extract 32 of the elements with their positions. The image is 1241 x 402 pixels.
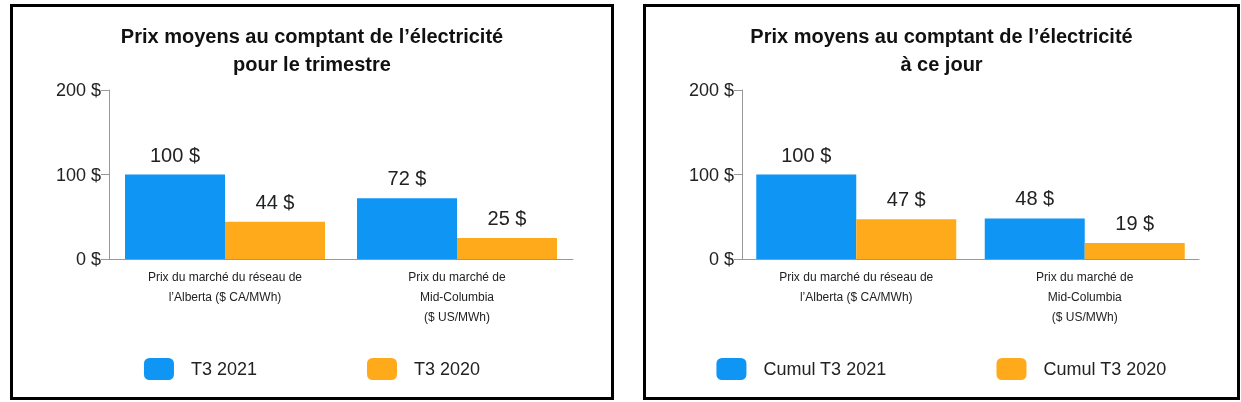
legend-label: T3 2021 [190,359,258,379]
y-tick-label: 0 $ [708,249,734,269]
bar [1084,242,1185,259]
y-tick-label: 100 $ [55,164,101,185]
legend-label: Cumul T3 2020 [1043,359,1167,379]
legend-label: T3 2020 [414,359,481,379]
data-label: 47 $ [886,188,926,211]
x-tick-label: Prix du marché du réseau de l’Alberta ($ CA/MWh) [779,270,934,304]
data-label: 48 $ [1015,187,1055,210]
y-tick-label: 0 $ [75,249,101,269]
bar [225,221,325,259]
y-tick-label: 200 $ [55,80,101,100]
bar [756,174,857,259]
legend-label: Cumul T3 2021 [763,359,887,379]
chart-title: Prix moyens au comptant de l’électricité à ce jour [750,25,1133,75]
chart-title: Prix moyens au comptant de l’électricité pour le trimestre [120,25,504,75]
data-label: 72 $ [387,167,427,190]
bar [357,198,457,259]
bar [457,237,557,259]
x-tick-label: Prix du marché de Mid-Columbia ($ US/MWh) [408,270,507,324]
y-tick-label: 200 $ [688,80,734,100]
bar [984,218,1085,259]
data-label: 44 $ [255,190,295,213]
x-tick-label: Prix du marché de Mid-Columbia ($ US/MWh) [1036,270,1134,324]
x-tick-label: Prix du marché du réseau de l’Alberta ($ CA/MWh) [147,270,303,304]
y-tick-label: 100 $ [688,164,734,185]
bar [856,219,957,259]
bar [125,174,225,259]
data-label: 19 $ [1115,211,1155,234]
data-label: 100 $ [149,143,201,166]
data-label: 100 $ [781,143,832,166]
data-label: 25 $ [487,206,527,229]
